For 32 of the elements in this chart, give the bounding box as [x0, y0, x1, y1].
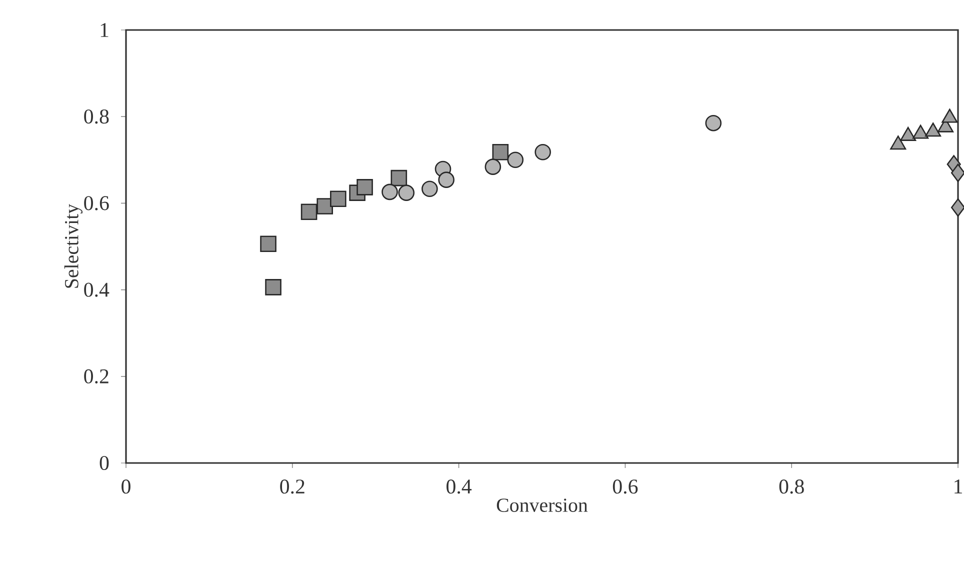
x-axis-title: Conversion: [496, 498, 588, 512]
y-tick-label: 1: [100, 23, 108, 37]
point: [422, 180, 438, 198]
y-axis-title: Selectivity: [64, 204, 82, 288]
y-tick-label: 0.6: [84, 196, 109, 210]
point: [356, 179, 373, 196]
point: [950, 198, 964, 217]
point: [398, 184, 415, 201]
x-tick-label: 0.8: [779, 480, 804, 494]
y-tick-label: 0.2: [84, 369, 108, 384]
point: [260, 236, 276, 252]
point: [705, 114, 722, 132]
x-tick-label: 0.4: [446, 480, 472, 494]
point: [950, 164, 964, 182]
point: [390, 170, 408, 186]
point: [300, 204, 318, 220]
x-tick-label: 0: [122, 480, 130, 494]
point: [330, 190, 346, 208]
point: [265, 279, 282, 296]
point: [507, 152, 524, 168]
point: [316, 198, 333, 214]
point: [492, 144, 509, 160]
point: [438, 172, 454, 188]
x-tick-label: 0.2: [280, 480, 304, 494]
y-tick-label: 0.8: [84, 109, 109, 124]
point: [484, 158, 502, 175]
point: [382, 184, 398, 200]
point: [534, 144, 551, 160]
y-tick-label: 0: [100, 456, 109, 470]
x-tick-label: 1: [954, 480, 962, 494]
y-tick-label: 0.4: [84, 282, 110, 297]
x-tick-label: 0.6: [612, 480, 638, 494]
